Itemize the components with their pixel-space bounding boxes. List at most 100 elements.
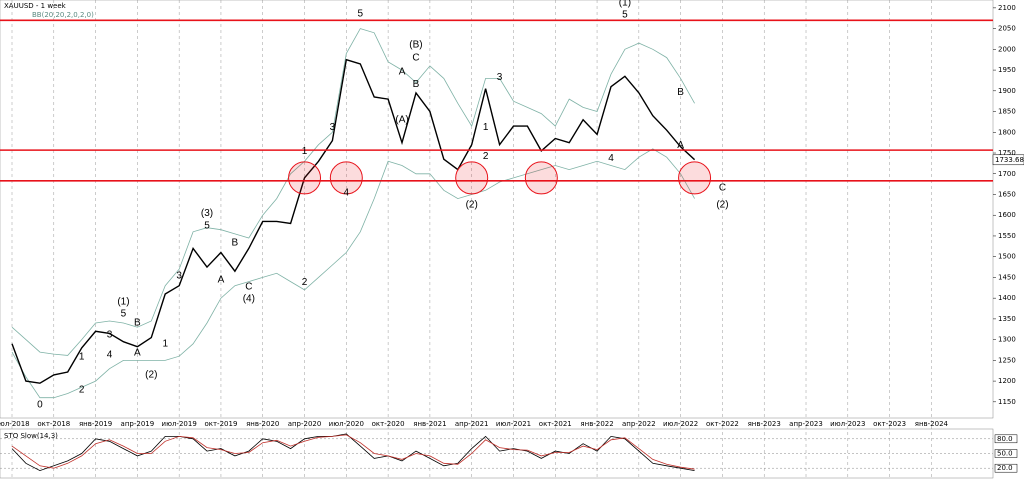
y-tick-label: 2050 — [998, 25, 1016, 33]
wave-label: 2 — [302, 277, 308, 288]
y-tick-label: 1450 — [998, 273, 1016, 281]
y-tick-label: 1650 — [998, 190, 1016, 198]
y-tick-label: 1500 — [998, 253, 1016, 261]
y-tick-label: 1550 — [998, 232, 1016, 240]
y-tick-label: 1200 — [998, 377, 1016, 385]
wave-label: 1 — [162, 338, 168, 349]
wave-label: (2) — [145, 370, 157, 381]
wave-label: B — [134, 318, 141, 329]
wave-label: 3 — [107, 330, 113, 341]
wave-label: C — [245, 282, 252, 293]
oscillator-line — [11, 433, 695, 472]
wave-label: (2) — [716, 199, 728, 210]
y-tick-label: 1600 — [998, 211, 1016, 219]
wave-label: 5 — [357, 9, 363, 20]
y-tick-label: 1950 — [998, 66, 1016, 74]
y-tick-label: 1400 — [998, 294, 1016, 302]
wave-label: (4) — [243, 294, 255, 305]
y-tick-label: 1700 — [998, 170, 1016, 178]
y-tick-label: 1150 — [998, 398, 1016, 406]
x-tick-label: окт-2019 — [204, 420, 237, 428]
wave-label: 0 — [37, 399, 43, 410]
wave-label: (3) — [201, 208, 213, 219]
oscillator-line — [11, 434, 695, 470]
wave-label: B — [413, 79, 420, 90]
wave-label: 3 — [330, 122, 336, 133]
wave-label: B — [677, 87, 684, 98]
wave-label: (A) — [395, 114, 408, 125]
wave-label: B — [232, 238, 239, 249]
wave-label: A — [218, 275, 225, 286]
wave-label: (1) — [117, 297, 129, 308]
y-label-box — [994, 434, 1018, 444]
x-tick-label: окт-2022 — [706, 420, 739, 428]
y-tick-label: 2100 — [998, 4, 1016, 12]
support-circle — [288, 161, 322, 195]
wave-label: 1 — [79, 352, 85, 363]
chart-title: XAUUSD - 1 week — [4, 2, 67, 10]
y-tick-label: 50.0 — [997, 450, 1013, 458]
y-tick-label: 1900 — [998, 87, 1016, 95]
wave-label: A — [677, 140, 684, 151]
wave-label: 3 — [176, 270, 182, 281]
wave-label: 1 — [483, 122, 489, 133]
wave-label: C — [719, 182, 726, 193]
wave-label: 2 — [483, 151, 489, 162]
x-tick-label: июл-2023 — [830, 420, 865, 428]
last-price-label: 1733.68 — [995, 156, 1024, 164]
x-tick-label: янв-2022 — [580, 420, 613, 428]
wave-label: C — [412, 52, 419, 63]
wave-label: 4 — [344, 187, 350, 198]
y-tick-label: 2000 — [998, 45, 1016, 53]
support-circle — [455, 161, 489, 195]
x-tick-label: янв-2019 — [79, 420, 112, 428]
bollinger-upper — [11, 28, 695, 356]
x-tick-label: окт-2020 — [372, 420, 405, 428]
wave-label: A — [134, 348, 141, 359]
y-tick-label: 1350 — [998, 315, 1016, 323]
indicator-label: BB(20,20,2,0,2,0) — [32, 11, 94, 19]
price-pane — [0, 0, 994, 419]
y-tick-label: 20.0 — [997, 464, 1013, 472]
x-tick-label: апр-2020 — [288, 420, 322, 428]
y-label-box — [994, 449, 1018, 458]
x-tick-label: янв-2021 — [413, 420, 446, 428]
wave-label: 5 — [204, 221, 210, 232]
price-line — [11, 58, 696, 384]
support-circle — [524, 161, 558, 195]
wave-label: 1 — [302, 146, 308, 157]
x-tick-label: июл-2020 — [329, 420, 364, 428]
y-tick-label: 1750 — [998, 149, 1016, 157]
x-tick-label: июл-2018 — [0, 420, 30, 428]
last-price-box — [992, 154, 1024, 166]
x-tick-label: июл-2022 — [663, 420, 698, 428]
x-tick-label: янв-2024 — [915, 420, 949, 428]
wave-label: 3 — [497, 72, 503, 83]
x-tick-label: окт-2021 — [539, 420, 572, 428]
wave-label: 4 — [608, 153, 614, 164]
wave-label: 5 — [121, 309, 127, 320]
x-tick-label: апр-2021 — [455, 420, 489, 428]
x-tick-label: янв-2020 — [246, 420, 279, 428]
y-tick-label: 1800 — [998, 128, 1016, 136]
y-tick-label: 1300 — [998, 336, 1016, 344]
wave-label: 5 — [622, 10, 628, 21]
x-tick-label: окт-2023 — [873, 420, 906, 428]
y-label-box — [994, 463, 1018, 473]
x-tick-label: окт-2018 — [37, 420, 70, 428]
wave-label: A — [399, 66, 406, 77]
wave-label: 4 — [107, 350, 113, 361]
x-tick-label: апр-2019 — [121, 420, 155, 428]
wave-label: 2 — [79, 384, 85, 395]
wave-label: (1) — [619, 0, 631, 9]
x-tick-label: янв-2023 — [748, 420, 781, 428]
support-circle — [329, 161, 363, 195]
wave-label: (B) — [409, 39, 422, 50]
y-tick-label: 1250 — [998, 356, 1016, 364]
x-tick-label: июл-2021 — [496, 420, 531, 428]
support-circle — [678, 161, 712, 195]
y-tick-label: 80.0 — [997, 435, 1013, 443]
x-tick-label: апр-2023 — [789, 420, 823, 428]
y-tick-label: 1850 — [998, 108, 1016, 116]
